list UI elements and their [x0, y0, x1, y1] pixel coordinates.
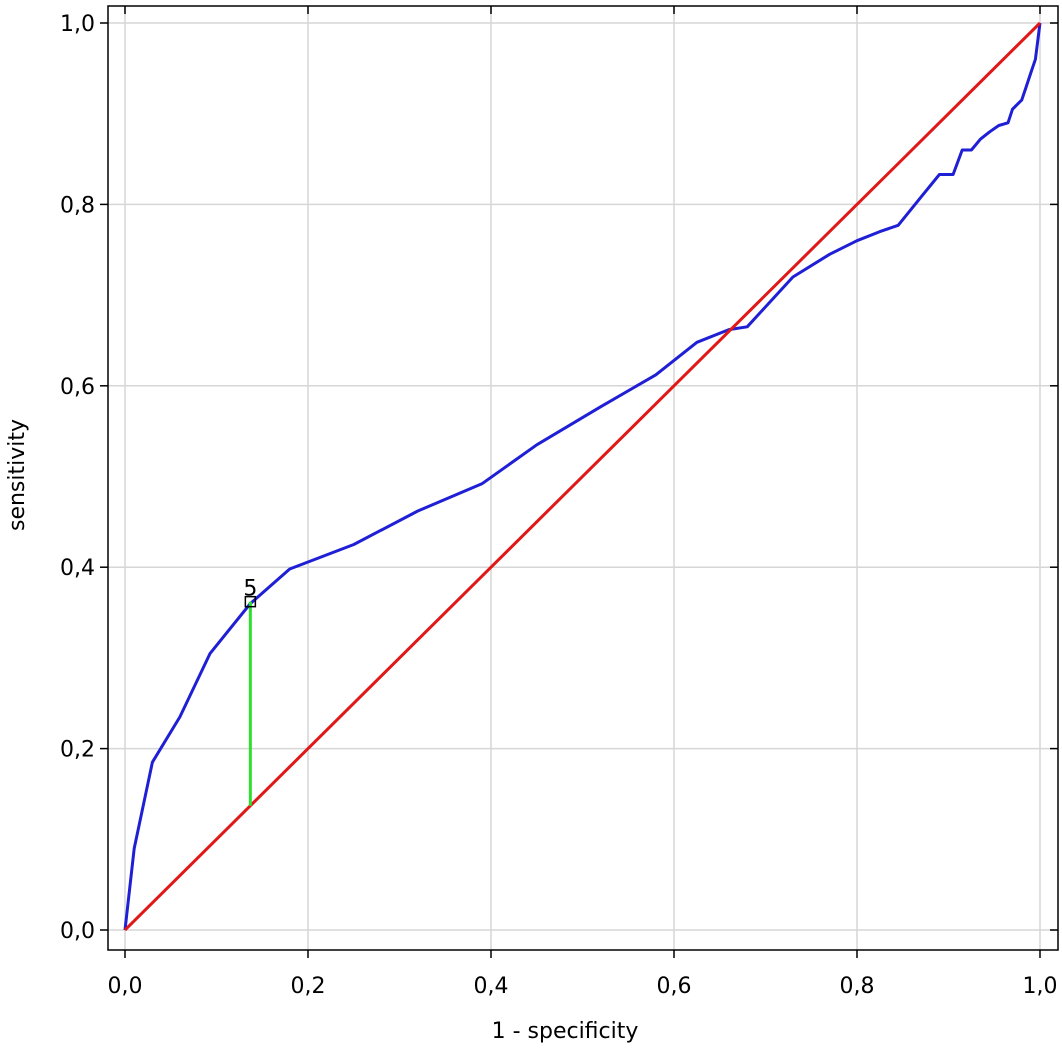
y-tick-label: 0,8	[60, 193, 95, 218]
cutoff-group: 5	[243, 577, 257, 806]
x-tick-label: 0,8	[840, 974, 875, 999]
x-tick-label: 0,0	[108, 974, 143, 999]
roc-curve-line	[123, 22, 1042, 931]
x-tick-label: 0,6	[657, 974, 692, 999]
y-tick-label: 0,0	[60, 919, 95, 944]
reference-diagonal-line	[123, 21, 1042, 932]
series-group	[123, 21, 1042, 932]
y-tick-label: 0,2	[60, 738, 95, 763]
cutoff-marker	[244, 595, 257, 608]
plot-frame	[107, 5, 1059, 951]
y-tick-label: 1,0	[60, 12, 95, 37]
axis-ticks	[100, 6, 1058, 958]
x-axis-label: 1 - specificity	[492, 1019, 639, 1044]
y-tick-label: 0,4	[60, 556, 95, 581]
tick-labels: 0,0 0,2 0,4 0,6 0,8 1,0 0,0 0,2 0,4 0,6 0,8 1,0	[60, 12, 1058, 999]
cutoff-label: 5	[243, 577, 257, 602]
y-axis-label: sensitivity	[5, 419, 30, 531]
grid	[108, 6, 1058, 950]
x-tick-label: 0,4	[474, 974, 509, 999]
x-tick-label: 0,2	[291, 974, 326, 999]
y-tick-label: 0,6	[60, 375, 95, 400]
x-tick-label: 1,0	[1023, 974, 1058, 999]
